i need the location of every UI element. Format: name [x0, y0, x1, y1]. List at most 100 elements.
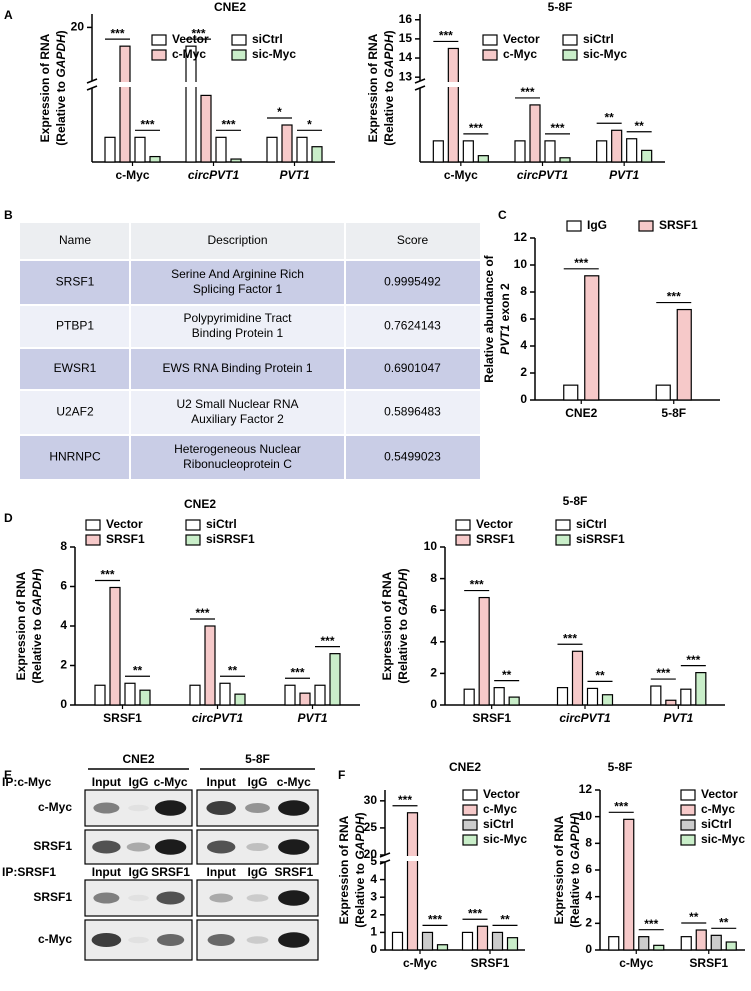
legend-label: Vector [503, 32, 540, 46]
y-axis-label-part: exon 2 [498, 283, 512, 325]
bar [234, 693, 246, 706]
blot-band [207, 934, 235, 946]
y-tick-label: 2 [370, 907, 377, 921]
y-axis-label-part: ) [396, 568, 410, 572]
bar [461, 931, 474, 951]
bar [596, 140, 608, 163]
table-cell: Splicing Factor 1 [193, 282, 283, 296]
legend-label: siCtrl [483, 817, 514, 831]
y-tick-label: 4 [370, 872, 377, 886]
y-axis-label-part: ) [30, 568, 44, 572]
y-axis-label-part: Expression of RNA [380, 571, 394, 680]
legend-label: sic-Myc [252, 47, 296, 61]
blot-band [246, 894, 269, 902]
y-tick-label: 8 [520, 284, 527, 298]
y-axis-label-part: Expression of RNA [337, 815, 351, 924]
significance-label: ** [500, 913, 510, 927]
lane-label: SRSF1 [151, 865, 190, 879]
bar [695, 672, 707, 706]
x-tick-label: PVT1 [297, 711, 327, 725]
bar [676, 308, 692, 401]
table-cell: EWSR1 [54, 361, 97, 375]
bar [104, 136, 116, 163]
y-tick-label: 8 [585, 836, 592, 850]
y-axis-label-part: (Relative to [30, 616, 44, 684]
y-axis-label-part: (Relative to [54, 78, 68, 146]
y-axis-label-part: (Relative to [396, 616, 410, 684]
y-tick-label: 2 [430, 666, 437, 680]
y-axis-label: (Relative to GAPDH) [353, 812, 367, 927]
significance-label: *** [320, 634, 334, 648]
y-axis-label: PVT1 exon 2 [498, 283, 512, 355]
y-tick-label: 2 [60, 658, 67, 672]
legend-swatch [85, 519, 101, 531]
table-cell: EWS RNA Binding Protein 1 [162, 361, 312, 375]
table-cell: U2AF2 [56, 405, 94, 419]
y-axis-label: (Relative to GAPDH) [382, 30, 396, 145]
bar [611, 129, 623, 163]
y-axis-label-part: ) [568, 812, 582, 816]
bar [477, 155, 489, 163]
legend-swatch [231, 49, 247, 61]
table-row-bg [20, 305, 480, 348]
y-tick-label: 20 [71, 20, 85, 34]
lane-label: IgG [248, 865, 268, 879]
legend-swatch [562, 34, 578, 46]
legend-swatch [151, 34, 167, 46]
chart-title: CNE2 [184, 497, 216, 511]
x-tick-label: c-Myc [403, 956, 437, 970]
legend-swatch [555, 534, 571, 546]
y-tick-label: 0 [430, 697, 437, 711]
legend-swatch [482, 34, 498, 46]
legend-label: siCtrl [206, 517, 237, 531]
significance-label: *** [520, 85, 534, 99]
blot-band [278, 800, 310, 816]
blot-band [93, 892, 120, 904]
bar [281, 124, 293, 163]
significance-label: *** [469, 121, 483, 135]
bar [134, 136, 146, 163]
bar [710, 934, 722, 951]
table-row-bg [20, 260, 480, 305]
y-axis-label-part: GAPDH [353, 816, 367, 860]
table-cell: Serine And Arginine Rich [171, 267, 304, 281]
significance-label: ** [595, 669, 605, 683]
y-axis-label-part: ) [54, 30, 68, 34]
legend-label: Vector [476, 517, 513, 531]
significance-label: *** [100, 568, 114, 582]
y-tick-label: 0 [60, 697, 67, 711]
x-tick-label: PVT1 [279, 168, 309, 182]
blot-band [278, 932, 310, 948]
bar-break [184, 82, 198, 87]
y-axis-label: Expression of RNA [14, 571, 28, 680]
bar [665, 699, 677, 706]
legend-swatch [680, 819, 696, 831]
significance-label: * [277, 105, 282, 119]
y-axis-label-part: Relative abundance of [482, 254, 496, 382]
legend-label: siSRSF1 [206, 532, 255, 546]
significance-label: *** [574, 256, 588, 270]
significance-label: *** [439, 29, 453, 43]
axis-break [86, 78, 98, 84]
blot-band [245, 803, 270, 813]
legend-label: sic-Myc [483, 832, 527, 846]
chart-title: CNE2 [449, 760, 481, 774]
table-cell: Ribonucleoprotein C [183, 457, 292, 471]
bar [139, 689, 151, 706]
table-cell: PTBP1 [56, 319, 94, 333]
legend-swatch [562, 49, 578, 61]
axis-break [86, 85, 98, 91]
bar [571, 650, 584, 706]
y-axis-label-part: GAPDH [568, 816, 582, 860]
table-cell: 0.5499023 [384, 450, 441, 464]
significance-label: *** [550, 121, 564, 135]
significance-label: *** [468, 906, 482, 920]
blot-band [128, 936, 149, 944]
bar [215, 136, 227, 163]
y-tick-label: 0 [585, 942, 592, 956]
bar [544, 140, 556, 163]
lane-label: c-Myc [277, 775, 311, 789]
y-axis-label-part: ) [353, 812, 367, 816]
table-header-bg [20, 222, 480, 260]
bar [626, 138, 638, 163]
